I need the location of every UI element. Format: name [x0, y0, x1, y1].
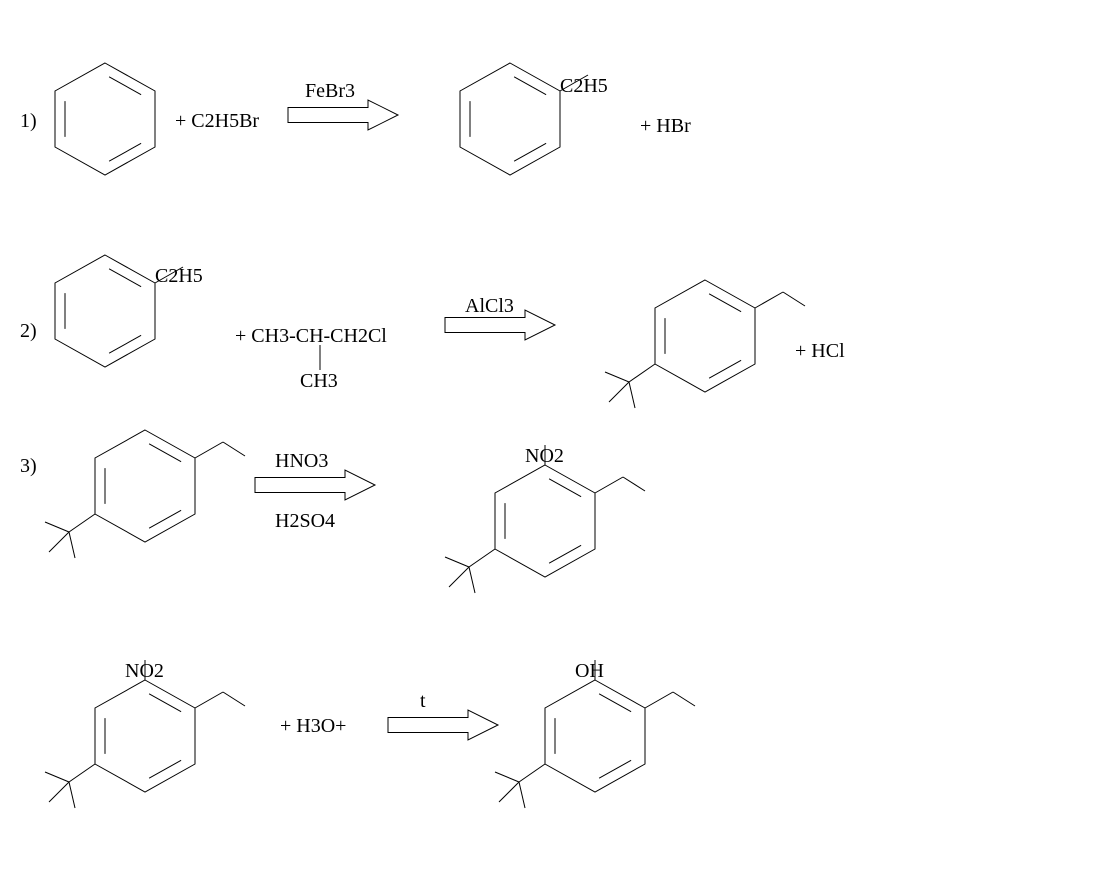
chem-label: FeBr3 [305, 80, 355, 103]
chem-label: + HBr [640, 115, 691, 138]
chem-label: AlCl3 [465, 295, 514, 318]
chem-label: CH3 [300, 370, 338, 393]
chem-label: 3) [20, 455, 37, 478]
chem-label: OH [575, 660, 604, 683]
chem-label: NO2 [525, 445, 564, 468]
chem-label: HNO3 [275, 450, 328, 473]
chem-label: C2H5 [560, 75, 608, 98]
chem-label: NO2 [125, 660, 164, 683]
chem-label: t [420, 690, 426, 713]
chem-label: + HCl [795, 340, 845, 363]
chem-label: H2SO4 [275, 510, 335, 533]
chem-label: + C2H5Br [175, 110, 259, 133]
chem-label: C2H5 [155, 265, 203, 288]
chem-label: + H3O+ [280, 715, 346, 738]
chem-label: 1) [20, 110, 37, 133]
chem-label: + CH3-CH-CH2Cl [235, 325, 387, 348]
chem-label: 2) [20, 320, 37, 343]
